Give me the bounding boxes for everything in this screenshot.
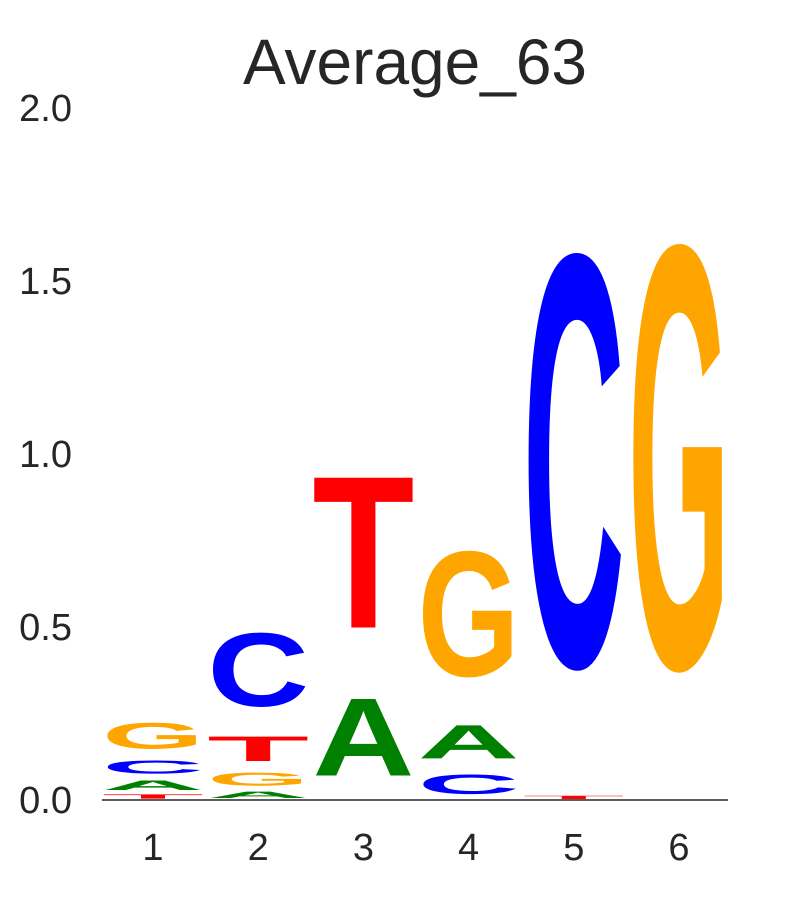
y-tick-label: 2.0	[19, 88, 72, 130]
x-tick-label: 5	[563, 827, 584, 869]
logo-letter-a: A	[102, 778, 204, 794]
y-tick-label: 1.5	[19, 261, 72, 303]
x-tick-label: 2	[248, 827, 269, 869]
chart-title: Average_63	[243, 26, 587, 98]
logo-letter-g: G	[207, 769, 309, 790]
x-tick-label: 4	[458, 827, 479, 869]
logo-letter-c: C	[418, 769, 520, 800]
x-axis: 1 2 3 4 5 6	[142, 827, 689, 869]
logo-letter-c: C	[523, 131, 625, 790]
y-axis: 0.0 0.5 1.0 1.5 2.0	[19, 88, 72, 822]
x-tick-label: 3	[353, 827, 374, 869]
logo-letter-g: G	[418, 515, 520, 715]
logo-letter-c: C	[207, 611, 309, 728]
y-tick-label: 1.0	[19, 434, 72, 476]
logo-letter-t: T	[523, 795, 625, 800]
logo-letter-a: A	[418, 716, 520, 769]
logo-letter-t: T	[312, 431, 414, 675]
logo-letter-t: T	[102, 793, 204, 800]
y-tick-label: 0.0	[19, 780, 72, 822]
x-tick-label: 6	[668, 827, 689, 869]
logo-letter-g: G	[628, 118, 730, 795]
logo-letter-c: C	[102, 757, 204, 778]
logo-letter-g: G	[102, 716, 204, 757]
logo-letter-a: A	[207, 790, 309, 800]
logo-letter-a: A	[312, 675, 414, 799]
x-tick-label: 1	[142, 827, 163, 869]
logo-letter-t: T	[207, 729, 309, 769]
y-tick-label: 0.5	[19, 607, 72, 649]
